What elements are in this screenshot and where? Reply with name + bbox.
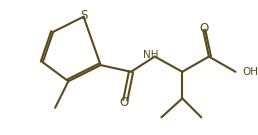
Text: S: S	[80, 9, 87, 22]
Text: OH: OH	[242, 67, 258, 77]
Text: O: O	[120, 96, 129, 109]
Text: O: O	[199, 22, 209, 35]
Text: NH: NH	[143, 50, 159, 60]
